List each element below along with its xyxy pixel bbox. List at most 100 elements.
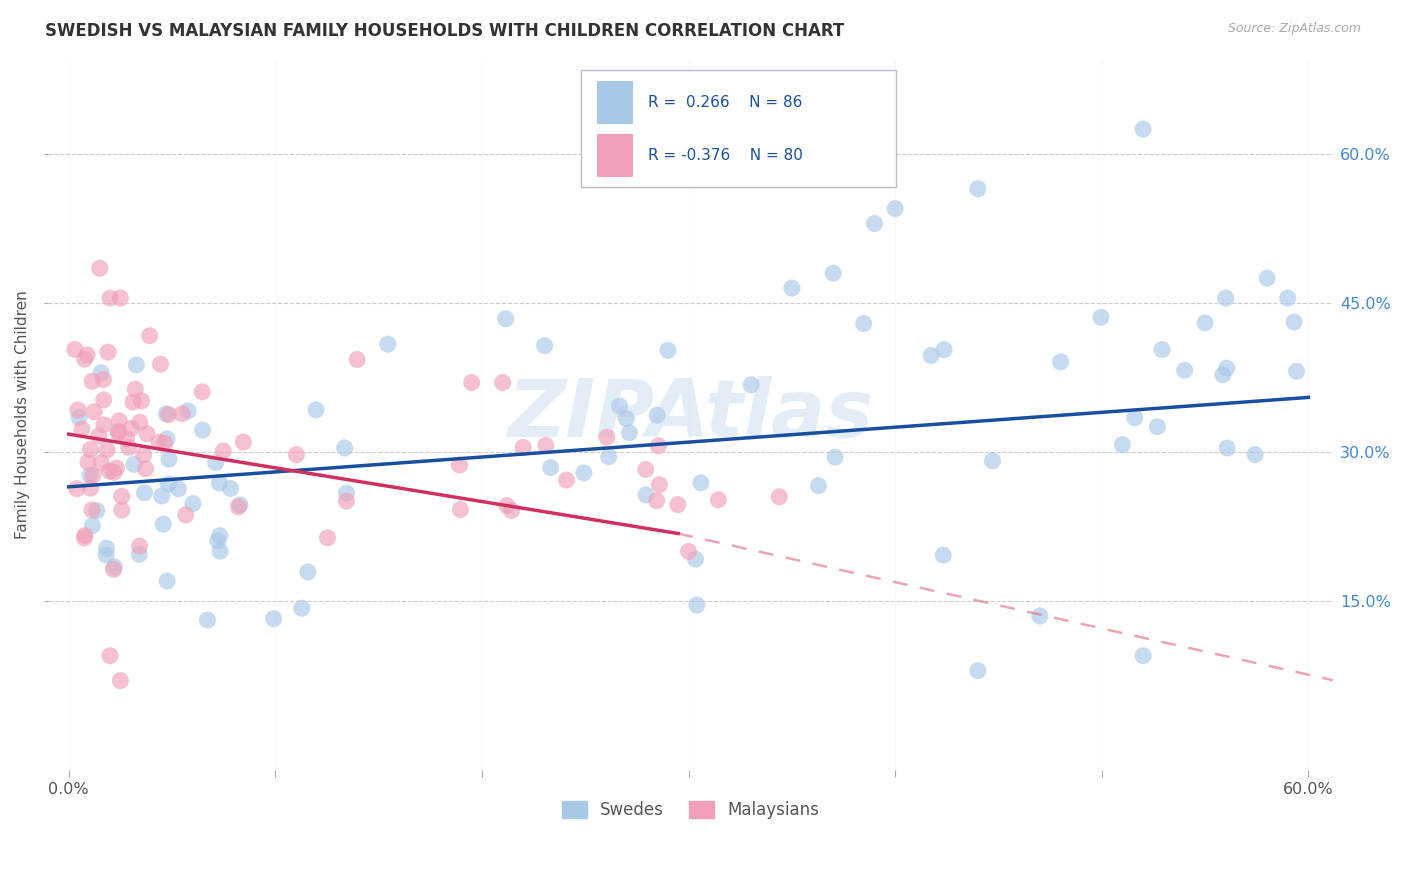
Point [157,477,180,491]
Point [291,601,314,615]
Point [648,477,671,491]
Point [219,482,242,496]
Point [208,528,231,542]
Point [191,423,214,437]
Point [131,393,153,408]
Point [124,382,146,396]
Point [226,500,249,514]
Point [167,482,190,496]
Point [152,517,174,532]
Point [63,343,86,357]
Point [689,475,711,490]
Point [533,339,555,353]
Point [768,490,790,504]
Point [346,352,368,367]
Point [852,317,875,331]
Point [1285,364,1308,378]
Point [204,456,226,470]
Point [686,598,709,612]
Point [1215,291,1237,305]
Point [98,648,121,663]
Point [634,488,657,502]
Point [614,411,637,425]
Point [80,503,103,517]
Point [66,403,89,417]
Point [1212,368,1234,382]
Point [90,456,112,470]
Point [333,441,356,455]
Point [138,328,160,343]
Point [93,392,115,407]
Point [1132,648,1154,663]
Point [449,502,471,516]
Point [149,357,172,371]
Point [150,489,173,503]
Point [103,559,125,574]
Point [596,430,619,444]
Point [491,376,513,390]
Point [657,343,679,358]
Point [93,417,115,432]
Text: Source: ZipAtlas.com: Source: ZipAtlas.com [1227,22,1361,36]
Point [1123,410,1146,425]
Point [232,435,254,450]
Point [1029,609,1052,624]
Point [86,503,108,517]
Point [103,465,125,479]
Point [460,376,482,390]
Point [1111,437,1133,451]
Text: R = -0.376    N = 80: R = -0.376 N = 80 [648,148,803,163]
Point [1194,316,1216,330]
Point [125,358,148,372]
Point [107,425,129,440]
Point [645,409,668,423]
Point [1146,419,1168,434]
Point [647,439,669,453]
Point [110,291,132,305]
Point [191,384,214,399]
Point [1244,448,1267,462]
Point [285,448,308,462]
Point [82,518,104,533]
Point [135,461,157,475]
Point [932,548,955,562]
Point [1150,343,1173,357]
Point [70,422,93,436]
Point [823,266,845,280]
Point [181,497,204,511]
Point [1049,355,1071,369]
Point [79,442,101,457]
Point [678,544,700,558]
Point [79,468,101,483]
Point [1277,291,1299,305]
Point [207,533,229,548]
Point [115,432,138,446]
Point [82,468,104,483]
Point [634,462,657,476]
Point [105,461,128,475]
Point [79,481,101,495]
Point [73,528,96,542]
Point [177,404,200,418]
Point [932,343,955,357]
Point [449,458,471,472]
Point [120,421,142,435]
Point [619,425,641,440]
Point [212,444,235,458]
Point [780,281,803,295]
Point [609,399,631,413]
Point [335,486,357,500]
Point [96,541,118,556]
Point [824,450,846,465]
Point [966,182,988,196]
Point [87,429,110,443]
Point [863,217,886,231]
Point [685,552,707,566]
Point [73,352,96,367]
Point [76,348,98,362]
Point [512,441,534,455]
Point [335,494,357,508]
Point [111,489,134,503]
Point [645,493,668,508]
Point [128,547,150,561]
